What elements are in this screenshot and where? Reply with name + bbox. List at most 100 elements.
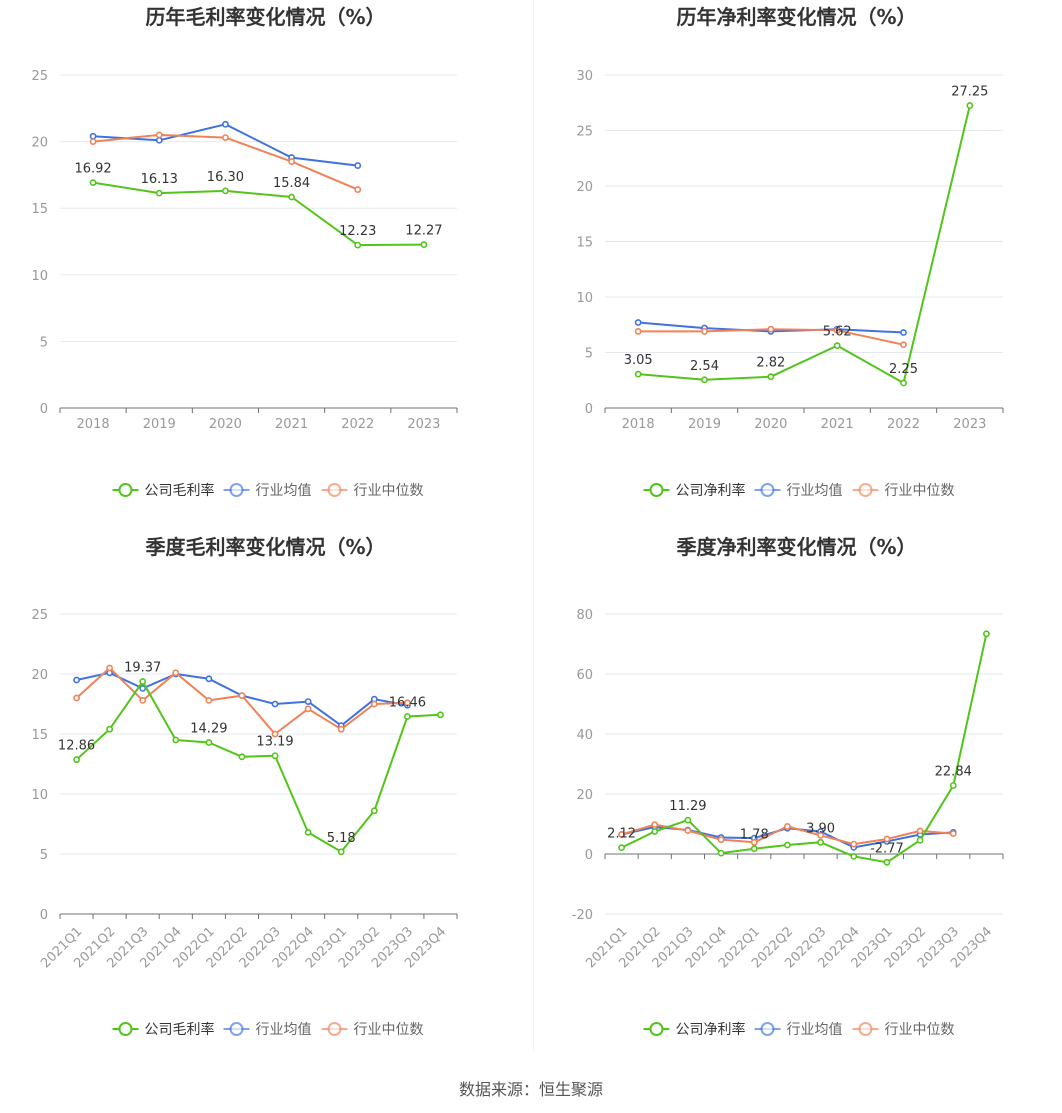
data-point-industry_median (89, 138, 97, 145)
data-label: 2.54 (690, 359, 719, 374)
data-point-company (949, 782, 957, 789)
data-point-company (900, 379, 907, 387)
x-tick-label: 2018 (77, 417, 110, 432)
legend-label: 行业中位数 (885, 1022, 955, 1038)
legend-label: 行业中位数 (885, 483, 955, 499)
x-tick-label: 2021 (275, 417, 308, 432)
data-label: 27.25 (951, 85, 988, 100)
data-point-company (966, 102, 974, 109)
data-point-industry_median (288, 158, 295, 165)
chart-panel-quarterly-net-margin: 季度净利率变化情况（%） -20 0 20 40 60 80 2021Q1 2021Q2 2021… (531, 530, 1062, 1060)
series-line-company (92, 181, 424, 247)
legend-marker (229, 1022, 244, 1036)
data-point-company (817, 838, 824, 846)
data-point-company (304, 828, 312, 836)
legend: 公司毛利率 行业均值 行业中位数 (112, 1021, 424, 1038)
y-tick-label: 40 (576, 728, 593, 743)
data-point-industry_median (651, 821, 659, 828)
data-point-industry_avg (354, 162, 362, 169)
y-tick-label: 25 (31, 69, 48, 84)
data-point-company (89, 179, 97, 187)
chart-title: 历年毛利率变化情况（%） (145, 5, 385, 29)
chart-panel-annual-net-margin: 历年净利率变化情况（%） 0 5 10 15 20 25 30 2018 2019 2020 2021… (531, 0, 1062, 530)
x-tick-label: 2018 (622, 417, 655, 432)
data-point-industry_median (618, 831, 625, 838)
data-point-company (717, 849, 725, 857)
data-point-company (370, 807, 378, 815)
y-tick-label: 20 (31, 136, 48, 151)
data-point-industry_median (949, 830, 957, 837)
x-tick-label: 2021 (821, 417, 854, 432)
legend-item: 行业均值 (223, 483, 312, 499)
data-point-company (684, 816, 692, 824)
data-point-industry_median (155, 131, 163, 139)
data-point-company (337, 848, 345, 856)
data-point-industry_median (701, 328, 708, 335)
data-point-industry_avg (304, 698, 312, 705)
chart-svg: 历年净利率变化情况（%） 0 5 10 15 20 25 30 2018 2019 2020 2021… (576, 5, 1004, 499)
legend-item: 行业中位数 (321, 1022, 424, 1038)
data-point-industry_median (238, 692, 246, 699)
data-point-industry_median (370, 700, 378, 708)
legend-label: 行业均值 (787, 1022, 843, 1038)
legend-label: 公司毛利率 (145, 1021, 215, 1038)
legend-marker (118, 1022, 133, 1036)
legend-item: 公司毛利率 (112, 1021, 215, 1038)
data-point-company (750, 845, 758, 853)
legend-item: 公司毛利率 (112, 482, 215, 499)
data-point-company (106, 725, 114, 733)
data-point-company (634, 370, 642, 378)
data-label: 2.82 (756, 356, 785, 371)
data-label: 13.19 (256, 735, 293, 750)
data-label: 5.18 (327, 831, 356, 846)
x-tick-label: 2022 (341, 417, 374, 432)
y-tick-label: 10 (576, 291, 593, 306)
legend-marker (760, 1022, 775, 1036)
data-point-company (238, 753, 246, 761)
data-point-industry_median (106, 664, 114, 672)
data-label: 2.12 (607, 827, 636, 842)
data-point-industry_median (354, 186, 362, 193)
data-point-industry_avg (155, 136, 163, 144)
legend-item: 行业均值 (754, 1022, 843, 1038)
legend: 公司毛利率 行业均值 行业中位数 (112, 482, 424, 499)
x-tick-label: 2023 (953, 417, 986, 432)
data-label: 3.05 (624, 353, 653, 368)
legend: 公司净利率 行业均值 行业中位数 (643, 482, 955, 499)
data-label: 12.27 (405, 224, 442, 239)
data-label: 11.29 (669, 799, 706, 814)
data-point-company (767, 373, 775, 381)
data-point-company (139, 678, 147, 685)
legend-marker (229, 483, 244, 497)
data-point-industry_avg (89, 132, 97, 140)
x-tick-label: 2023 (407, 417, 440, 432)
data-point-company (172, 736, 180, 744)
data-point-industry_median (73, 694, 80, 702)
legend-item: 行业中位数 (321, 483, 424, 499)
legend-marker (649, 1022, 664, 1036)
data-point-industry_median (304, 705, 312, 713)
data-point-industry_median (684, 827, 692, 834)
data-point-industry_avg (271, 700, 279, 708)
data-source-note: 数据来源：恒生聚源 (458, 1080, 603, 1099)
y-tick-label: 20 (576, 180, 593, 195)
data-point-industry_median (833, 326, 841, 334)
data-point-company (354, 241, 362, 249)
data-label: 19.37 (124, 661, 161, 676)
data-label: -2.77 (870, 841, 904, 856)
series-line-company (638, 105, 971, 384)
y-tick-label: 25 (576, 125, 593, 140)
legend: 公司净利率 行业均值 行业中位数 (643, 1021, 955, 1038)
data-label: 15.84 (273, 176, 310, 191)
data-point-company (437, 711, 444, 719)
legend-item: 行业均值 (223, 1022, 312, 1038)
y-tick-label: 30 (576, 69, 593, 84)
y-tick-label: 5 (40, 335, 48, 350)
y-tick-label: 5 (40, 848, 48, 863)
y-tick-label: 0 (585, 848, 593, 863)
data-point-industry_median (634, 328, 642, 335)
data-point-industry_median (767, 325, 775, 333)
data-label: 14.29 (190, 722, 227, 737)
data-point-company (651, 828, 659, 835)
data-point-industry_median (900, 341, 907, 349)
